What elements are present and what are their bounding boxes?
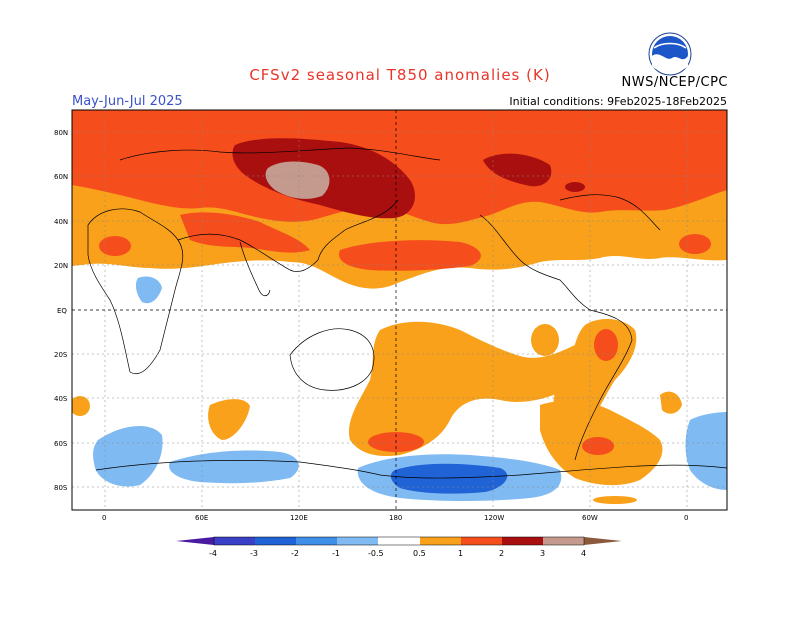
- lat-label: 80N: [54, 129, 68, 137]
- colorbar-label: -4: [209, 549, 217, 558]
- colorbar-swatch: [255, 537, 296, 545]
- colorbar-label: 4: [581, 549, 586, 558]
- lat-label: 60S: [54, 440, 68, 448]
- colorbar: -4 -3 -2 -1 -0.5 0.5 1 2 3 4: [176, 536, 622, 558]
- colorbar-label: -1: [332, 549, 340, 558]
- coastlines: [87, 147, 727, 479]
- lon-label: 60E: [195, 514, 208, 522]
- lat-label: 80S: [54, 484, 68, 492]
- lat-label: 40N: [54, 218, 68, 226]
- colorbar-swatch: [176, 537, 214, 545]
- colorbar-label: 2: [499, 549, 504, 558]
- colorbar-swatch: [584, 537, 622, 545]
- colorbar-label: -2: [291, 549, 299, 558]
- lon-label: 0: [102, 514, 106, 522]
- colorbar-swatch: [378, 537, 420, 545]
- colorbar-swatch: [337, 537, 378, 545]
- colorbar-label: 0.5: [413, 549, 426, 558]
- colorbar-swatch: [214, 537, 255, 545]
- lat-label: 40S: [54, 395, 68, 403]
- map-frame: [71, 109, 728, 511]
- lon-label: 120E: [290, 514, 308, 522]
- colorbar-swatch: [461, 537, 502, 545]
- lat-label: EQ: [57, 307, 67, 315]
- lon-label: 180: [389, 514, 402, 522]
- noaa-logo-icon: [648, 32, 692, 76]
- lat-label: 20N: [54, 262, 68, 270]
- map-title: CFSv2 seasonal T850 anomalies (K): [249, 66, 551, 84]
- colorbar-swatch: [296, 537, 337, 545]
- colorbar-label: 1: [458, 549, 463, 558]
- forecast-period: May-Jun-Jul 2025: [72, 94, 183, 109]
- colorbar-label: 3: [540, 549, 545, 558]
- lon-axis: 0 60E 120E 180 120W 60W 0: [102, 514, 688, 522]
- colorbar-swatch: [543, 537, 584, 545]
- colorbar-label: -3: [250, 549, 258, 558]
- agency-label: NWS/NCEP/CPC: [621, 75, 728, 90]
- lat-axis: 80N 60N 40N 20N EQ 20S 40S 60S 80S: [54, 129, 68, 492]
- lon-label: 0: [684, 514, 688, 522]
- colorbar-label: -0.5: [368, 549, 384, 558]
- lat-label: 20S: [54, 351, 68, 359]
- initial-conditions: Initial conditions: 9Feb2025-18Feb2025: [509, 95, 727, 108]
- colorbar-swatch: [502, 537, 543, 545]
- lon-label: 120W: [484, 514, 504, 522]
- equator-dateline: [72, 110, 727, 510]
- lon-label: 60W: [582, 514, 598, 522]
- colorbar-swatch: [420, 537, 461, 545]
- lat-label: 60N: [54, 173, 68, 181]
- anomaly-fields: [72, 110, 727, 510]
